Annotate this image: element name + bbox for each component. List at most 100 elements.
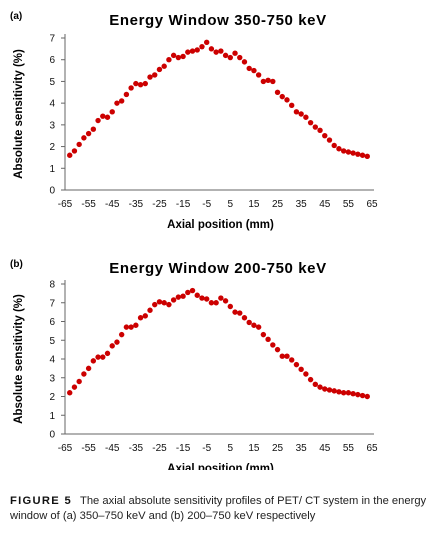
x-tick-label: -45 [105, 199, 120, 210]
data-point [279, 353, 285, 359]
figure-svg: (a) Energy Window 350-750 keV01234567-65-… [10, 11, 378, 470]
data-point [76, 141, 82, 148]
data-point [189, 287, 196, 294]
data-point [90, 358, 97, 364]
data-point [71, 148, 78, 154]
data-point [289, 357, 295, 363]
data-point [345, 390, 352, 396]
data-point [293, 109, 300, 115]
data-point [270, 342, 276, 348]
data-point [255, 72, 262, 78]
data-point [137, 315, 144, 321]
data-point [81, 371, 87, 377]
data-point [293, 361, 300, 368]
data-point [203, 296, 210, 302]
x-tick-label: 15 [248, 443, 260, 454]
panel-label: (a) [10, 11, 22, 22]
data-point [100, 354, 106, 360]
data-point [227, 54, 234, 61]
data-point [208, 300, 215, 306]
y-tick-label: 3 [49, 373, 55, 384]
data-point [137, 81, 144, 88]
data-point [350, 390, 356, 397]
figure-caption: FIGURE 5 The axial absolute sensitivity p… [10, 494, 430, 524]
data-point [336, 389, 342, 395]
data-point [322, 133, 328, 139]
data-point [265, 336, 271, 343]
data-point [274, 346, 281, 353]
x-tick-label: -5 [202, 199, 211, 210]
data-point [123, 91, 130, 98]
data-point [194, 292, 200, 298]
y-axis-label: Absolute sensitivity (%) [13, 49, 25, 179]
data-point [185, 289, 191, 296]
data-point [241, 315, 248, 321]
x-tick-label: -65 [58, 443, 73, 454]
data-point [161, 300, 167, 306]
data-point [251, 322, 257, 328]
data-point [265, 77, 271, 84]
data-point [81, 135, 87, 141]
data-point [175, 54, 182, 61]
x-tick-label: 25 [272, 199, 284, 210]
data-point [67, 390, 73, 396]
data-point [170, 297, 177, 303]
data-point [289, 102, 295, 109]
x-tick-label: -5 [202, 443, 211, 454]
x-tick-label: 45 [319, 443, 331, 454]
data-point [170, 52, 177, 59]
data-point [147, 74, 153, 80]
data-point [317, 127, 323, 133]
data-point [90, 126, 97, 132]
data-point [100, 113, 106, 119]
y-tick-label: 7 [49, 34, 55, 45]
data-point [312, 124, 319, 130]
y-tick-label: 0 [49, 430, 55, 441]
data-point [359, 152, 366, 158]
data-point [303, 114, 309, 120]
data-point [322, 386, 328, 392]
data-point [67, 152, 73, 158]
chart-title: Energy Window 200-750 keV [109, 260, 326, 277]
data-point [260, 331, 267, 338]
chart-panel-b: (b) Energy Window 200-750 keV012345678-65… [10, 259, 378, 470]
data-point [303, 371, 309, 377]
y-tick-label: 0 [49, 186, 55, 197]
x-tick-label: -65 [58, 199, 73, 210]
data-point [199, 295, 205, 301]
data-point [326, 387, 333, 393]
data-point [109, 109, 115, 115]
data-point [85, 130, 92, 137]
data-point [123, 324, 130, 330]
data-point [185, 49, 191, 55]
data-point [222, 52, 229, 59]
x-tick-label: 35 [296, 199, 308, 210]
x-tick-label: -35 [129, 199, 144, 210]
data-point [317, 384, 323, 390]
data-point [326, 137, 333, 143]
data-point [208, 46, 215, 52]
data-point [340, 148, 347, 154]
x-tick-label: 55 [343, 443, 355, 454]
data-point [194, 47, 200, 53]
y-tick-label: 3 [49, 120, 55, 131]
x-tick-label: -55 [81, 199, 96, 210]
data-point [118, 331, 125, 338]
data-point [152, 301, 158, 308]
data-point [175, 294, 182, 300]
y-axis-label: Absolute sensitivity (%) [13, 294, 25, 424]
data-point [284, 353, 290, 359]
data-point [76, 378, 82, 385]
y-tick-label: 2 [49, 142, 55, 153]
y-tick-label: 2 [49, 392, 55, 403]
data-point [274, 89, 281, 95]
chart-panel-a: (a) Energy Window 350-750 keV01234567-65-… [10, 11, 378, 231]
panel-label: (b) [10, 259, 23, 270]
data-point [199, 43, 205, 50]
data-point [237, 54, 243, 61]
x-tick-label: 65 [366, 443, 378, 454]
y-tick-label: 5 [49, 336, 55, 347]
data-point [350, 150, 356, 156]
data-point [255, 324, 262, 330]
y-tick-label: 6 [49, 55, 55, 66]
